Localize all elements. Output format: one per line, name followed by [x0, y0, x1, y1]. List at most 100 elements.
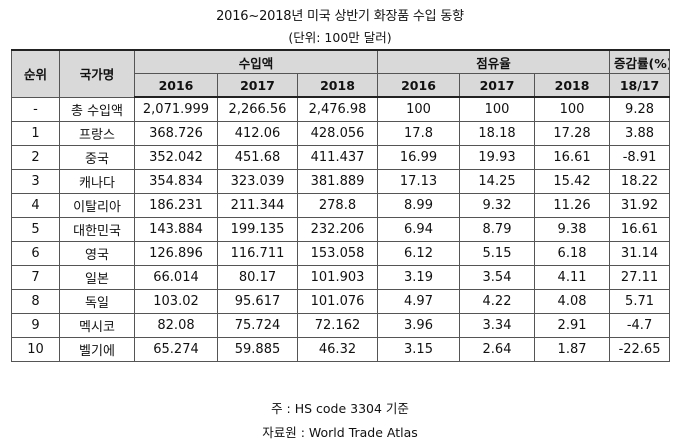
- cell-share-2018: 1.87: [534, 337, 611, 362]
- cell-rank: 10: [11, 337, 60, 362]
- cell-country: 일본: [59, 265, 135, 290]
- cell-import-2017: 75.724: [217, 313, 298, 338]
- cell-import-2017: 95.617: [217, 289, 298, 314]
- cell-rank: 5: [11, 217, 60, 242]
- cell-import-2016: 2,071.999: [134, 96, 218, 122]
- cell-share-2018: 9.38: [534, 217, 611, 242]
- header-import-year: 2016: [134, 73, 218, 98]
- cell-import-2016: 82.08: [134, 313, 218, 338]
- cell-change: 27.11: [609, 265, 671, 290]
- cell-import-2018: 153.058: [296, 241, 379, 266]
- cell-share-2017: 18.18: [459, 121, 536, 146]
- cell-share-2016: 3.15: [377, 337, 461, 362]
- cell-import-2018: 232.206: [296, 217, 379, 242]
- cell-change: 16.61: [609, 217, 671, 242]
- cell-share-2018: 16.61: [534, 145, 611, 170]
- cell-share-2017: 100: [459, 96, 536, 122]
- cell-import-2017: 323.039: [217, 169, 298, 194]
- cell-share-2016: 3.19: [377, 265, 461, 290]
- cell-change: 3.88: [609, 121, 671, 146]
- cell-share-2017: 14.25: [459, 169, 536, 194]
- cell-country: 이탈리아: [59, 193, 135, 218]
- footnote: 주 : HS code 3304 기준: [271, 401, 409, 416]
- cell-share-2018: 17.28: [534, 121, 611, 146]
- cell-import-2018: 428.056: [296, 121, 379, 146]
- table-row: 4 이탈리아 186.231 211.344 278.8 8.99 9.32 11.26 31.…: [11, 193, 671, 218]
- header-import-year: 2018: [296, 73, 379, 98]
- cell-country: 캐나다: [59, 169, 135, 194]
- cell-rank: -: [11, 96, 60, 122]
- cell-rank: 3: [11, 169, 60, 194]
- header-import-year: 2017: [217, 73, 298, 98]
- cell-country: 벨기에: [59, 337, 135, 362]
- cell-import-2017: 59.885: [217, 337, 298, 362]
- table-row: 10 벨기에 65.274 59.885 46.32 3.15 2.64 1.87 -22.65: [11, 337, 671, 362]
- cell-import-2016: 354.834: [134, 169, 218, 194]
- cell-change: -22.65: [609, 337, 671, 362]
- cell-change: 18.22: [609, 169, 671, 194]
- cell-country: 멕시코: [59, 313, 135, 338]
- cell-share-2017: 5.15: [459, 241, 536, 266]
- cell-share-2016: 16.99: [377, 145, 461, 170]
- header-change-period: 18/17: [609, 73, 671, 98]
- cell-import-2016: 66.014: [134, 265, 218, 290]
- cell-import-2017: 2,266.56: [217, 96, 298, 122]
- header-share-year: 2017: [459, 73, 536, 98]
- table-row: 9 멕시코 82.08 75.724 72.162 3.96 3.34 2.91 -4.7: [11, 313, 671, 338]
- cell-share-2016: 6.12: [377, 241, 461, 266]
- header-change: 증감률(%): [609, 49, 671, 74]
- cell-country: 영국: [59, 241, 135, 266]
- cell-import-2017: 412.06: [217, 121, 298, 146]
- cell-share-2017: 3.34: [459, 313, 536, 338]
- cell-rank: 7: [11, 265, 60, 290]
- table-title: 2016~2018년 미국 상반기 화장품 수입 동향: [216, 9, 464, 24]
- cell-share-2016: 3.96: [377, 313, 461, 338]
- header-share: 점유율: [377, 49, 611, 74]
- cell-share-2016: 8.99: [377, 193, 461, 218]
- cell-import-2017: 80.17: [217, 265, 298, 290]
- source-note: 자료원 : World Trade Atlas: [262, 425, 418, 440]
- cell-rank: 8: [11, 289, 60, 314]
- cell-import-2017: 199.135: [217, 217, 298, 242]
- cell-import-2017: 451.68: [217, 145, 298, 170]
- cell-share-2018: 15.42: [534, 169, 611, 194]
- cell-change: 5.71: [609, 289, 671, 314]
- table-body: -총 수입액 2,071.999 2,266.56 2,476.98 100 100 100…: [11, 96, 671, 362]
- header-country: 국가명: [59, 49, 135, 98]
- cell-share-2017: 19.93: [459, 145, 536, 170]
- cell-import-2016: 143.884: [134, 217, 218, 242]
- cell-import-2018: 278.8: [296, 193, 379, 218]
- cell-share-2018: 100: [534, 96, 611, 122]
- cell-import-2016: 103.02: [134, 289, 218, 314]
- cell-change: 9.28: [609, 96, 671, 122]
- cell-import-2018: 72.162: [296, 313, 379, 338]
- cell-rank: 4: [11, 193, 60, 218]
- import-table: 순위 국가명 수입액 점유율 증감률(%) 2016 2017 2018 201…: [11, 49, 671, 362]
- table-row: 6 영국 126.896 116.711 153.058 6.12 5.15 6.18 31.1…: [11, 241, 671, 266]
- cell-share-2018: 2.91: [534, 313, 611, 338]
- cell-share-2017: 2.64: [459, 337, 536, 362]
- table-row: 1 프랑스 368.726 412.06 428.056 17.8 18.18 17.28 3.…: [11, 121, 671, 146]
- cell-import-2016: 368.726: [134, 121, 218, 146]
- cell-share-2016: 4.97: [377, 289, 461, 314]
- cell-import-2016: 186.231: [134, 193, 218, 218]
- cell-rank: 2: [11, 145, 60, 170]
- cell-import-2016: 126.896: [134, 241, 218, 266]
- cell-share-2017: 4.22: [459, 289, 536, 314]
- cell-country: 대한민국: [59, 217, 135, 242]
- table-row: -총 수입액 2,071.999 2,266.56 2,476.98 100 100 100…: [11, 96, 671, 122]
- cell-rank: 6: [11, 241, 60, 266]
- cell-import-2018: 2,476.98: [296, 96, 379, 122]
- cell-country: 독일: [59, 289, 135, 314]
- unit-label: (단위: 100만 달러): [288, 30, 392, 45]
- cell-share-2018: 4.08: [534, 289, 611, 314]
- cell-import-2017: 116.711: [217, 241, 298, 266]
- header-rank: 순위: [11, 49, 60, 98]
- cell-change: -8.91: [609, 145, 671, 170]
- table-row: 3 캐나다 354.834 323.039 381.889 17.13 14.25 15.42…: [11, 169, 671, 194]
- cell-import-2018: 101.903: [296, 265, 379, 290]
- cell-country: 총 수입액: [59, 96, 135, 122]
- table-row: 5 대한민국 143.884 199.135 232.206 6.94 8.79 9.38 16…: [11, 217, 671, 242]
- cell-import-2018: 46.32: [296, 337, 379, 362]
- cell-rank: 9: [11, 313, 60, 338]
